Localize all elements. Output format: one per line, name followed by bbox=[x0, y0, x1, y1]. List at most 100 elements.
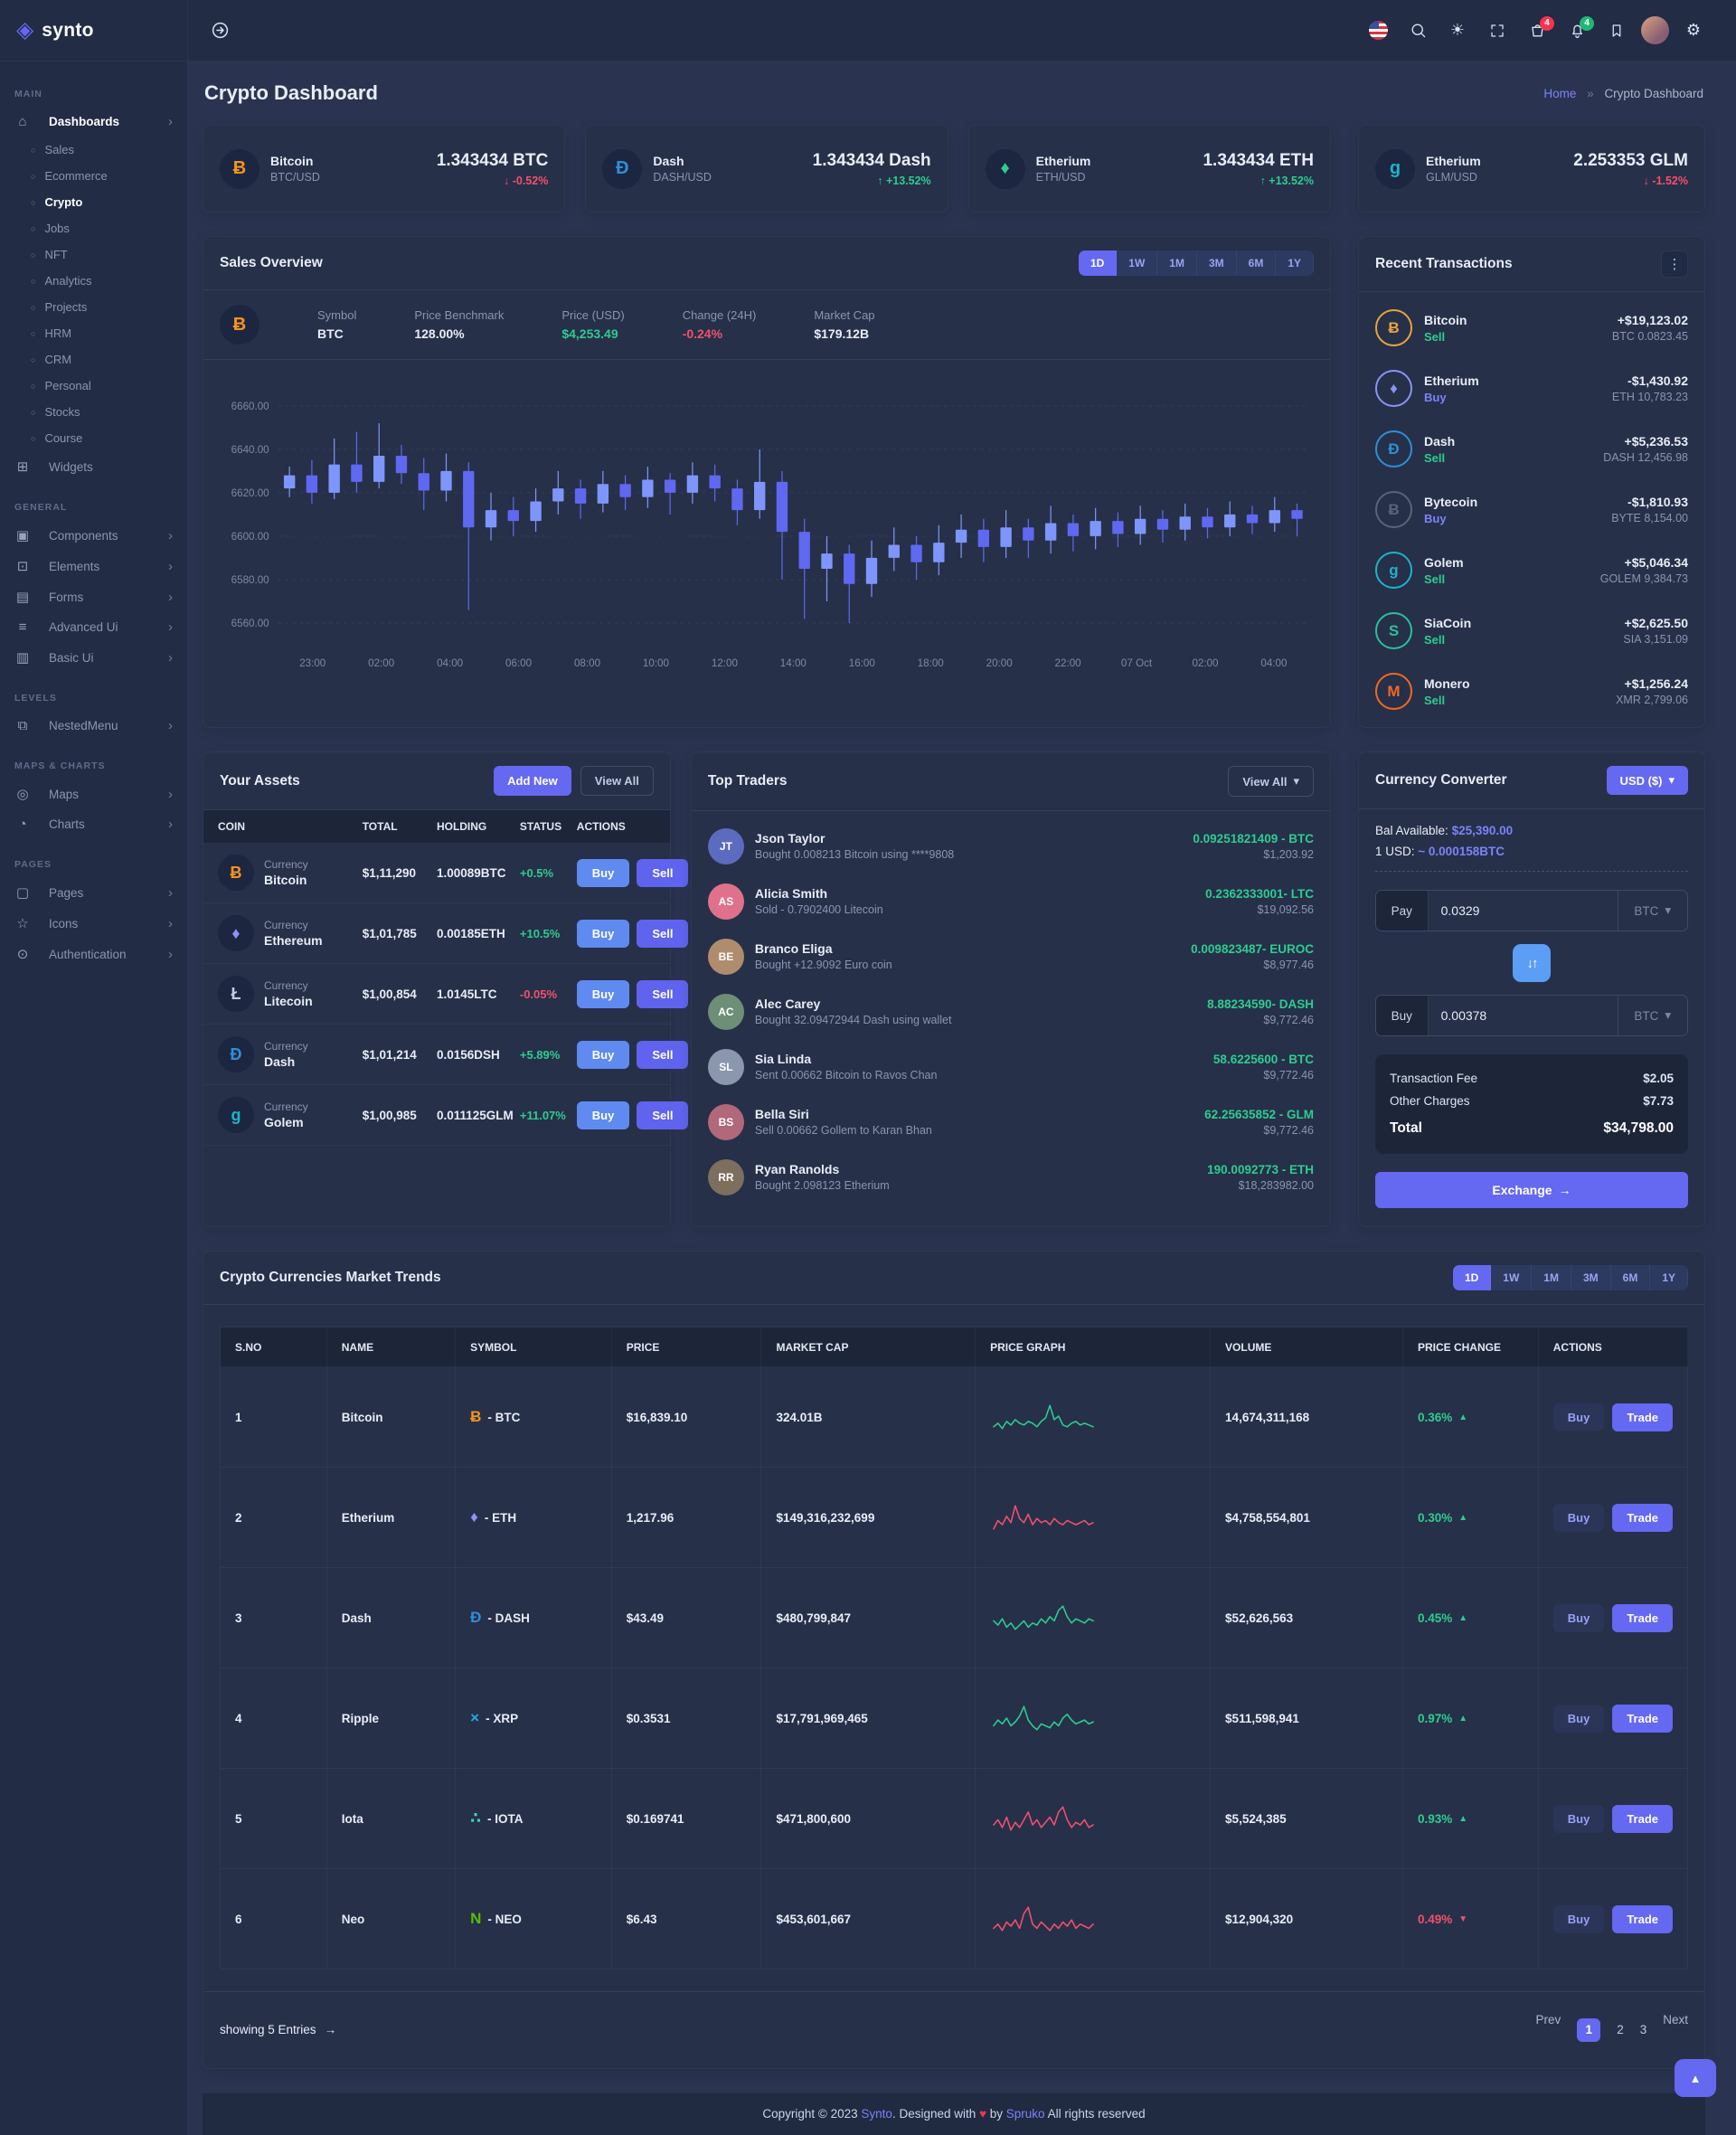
buy-button[interactable]: Buy bbox=[1552, 1603, 1605, 1632]
trade-button[interactable]: Trade bbox=[1612, 1403, 1673, 1431]
sidebar-item[interactable]: ◔ Charts › bbox=[0, 809, 187, 839]
buy-button[interactable]: Buy bbox=[1552, 1704, 1605, 1733]
brand-logo[interactable]: ◈ synto bbox=[0, 0, 187, 61]
sidebar-item[interactable]: ○ NFT bbox=[0, 241, 187, 268]
theme-toggle-sun-icon[interactable]: ☀ bbox=[1449, 21, 1466, 39]
sidebar-item[interactable]: MAPS & CHARTS bbox=[0, 753, 187, 779]
notifications-bell-icon[interactable]: 4 bbox=[1561, 15, 1594, 46]
fullscreen-icon[interactable] bbox=[1482, 15, 1513, 46]
transaction-row[interactable]: ♦ Etherium Buy -$1,430.92 ETH 10,783.23 bbox=[1359, 358, 1704, 419]
sidebar-item[interactable]: MAIN bbox=[0, 81, 187, 107]
transaction-row[interactable]: g Golem Sell +$5,046.34 GOLEM 9,384.73 bbox=[1359, 540, 1704, 600]
range-pill[interactable]: 1D bbox=[1452, 1265, 1492, 1290]
range-pill[interactable]: 1M bbox=[1532, 1265, 1571, 1290]
sidebar-item[interactable]: ○ CRM bbox=[0, 346, 187, 373]
ticker-card[interactable]: ♦ Etherium ETH/USD 1.343434 ETH ↑ +13.52… bbox=[967, 125, 1331, 213]
sell-button[interactable]: Sell bbox=[637, 858, 689, 887]
range-pill[interactable]: 6M bbox=[1237, 250, 1277, 276]
sidebar-item[interactable]: ▢ Pages › bbox=[0, 877, 187, 908]
settings-gear-icon[interactable]: ⚙ bbox=[1685, 21, 1702, 39]
sidebar-item[interactable]: ▣ Components › bbox=[0, 520, 187, 551]
transaction-row[interactable]: Ƀ Bytecoin Buy -$1,810.93 BYTE 8,154.00 bbox=[1359, 479, 1704, 540]
range-pill[interactable]: 3M bbox=[1197, 250, 1237, 276]
buy-button[interactable]: Buy bbox=[1552, 1904, 1605, 1933]
sidebar-item[interactable]: ○ Projects bbox=[0, 294, 187, 320]
sidebar-item[interactable]: ○ Stocks bbox=[0, 399, 187, 425]
sidebar-item[interactable]: PAGES bbox=[0, 852, 187, 877]
trader-row[interactable]: AS Alicia Smith Sold - 0.7902400 Litecoi… bbox=[692, 874, 1330, 929]
pagination-item[interactable]: 2 bbox=[1617, 2023, 1624, 2036]
view-all-button[interactable]: View All bbox=[580, 766, 654, 796]
bookmark-icon[interactable] bbox=[1601, 15, 1632, 46]
sidebar-item[interactable]: ▥ Basic Ui › bbox=[0, 642, 187, 673]
exchange-button[interactable]: Exchange → bbox=[1375, 1172, 1688, 1208]
range-pill[interactable]: 6M bbox=[1611, 1265, 1651, 1290]
buy-amount-input[interactable] bbox=[1428, 996, 1618, 1035]
trade-button[interactable]: Trade bbox=[1612, 1904, 1673, 1933]
user-avatar[interactable] bbox=[1641, 16, 1669, 44]
range-pill[interactable]: 1M bbox=[1157, 250, 1197, 276]
sell-button[interactable]: Sell bbox=[637, 1040, 689, 1069]
sidebar-item[interactable]: ○ Crypto bbox=[0, 189, 187, 215]
buy-button[interactable]: Buy bbox=[576, 979, 630, 1008]
sidebar-item[interactable]: ○ Jobs bbox=[0, 215, 187, 241]
currency-select-button[interactable]: USD ($) ▾ bbox=[1606, 766, 1688, 795]
sidebar-item[interactable]: ⊙ Authentication › bbox=[0, 939, 187, 969]
trader-row[interactable]: JT Json Taylor Bought 0.008213 Bitcoin u… bbox=[692, 818, 1330, 874]
footer-brand-link[interactable]: Synto bbox=[861, 2107, 892, 2121]
buy-currency-select[interactable]: BTC ▾ bbox=[1617, 996, 1687, 1035]
transaction-row[interactable]: S SiaCoin Sell +$2,625.50 SIA 3,151.09 bbox=[1359, 600, 1704, 661]
transaction-row[interactable]: M Monero Sell +$1,256.24 XMR 2,799.06 bbox=[1359, 661, 1704, 722]
breadcrumb-home-link[interactable]: Home bbox=[1543, 86, 1577, 100]
sidebar-item[interactable]: ○ Sales bbox=[0, 137, 187, 163]
search-icon[interactable] bbox=[1402, 15, 1433, 46]
range-pill[interactable]: 1Y bbox=[1650, 1265, 1688, 1290]
sidebar-item[interactable]: ≡ Advanced Ui › bbox=[0, 612, 187, 642]
sidebar-item[interactable]: ⊡ Elements › bbox=[0, 551, 187, 581]
swap-currencies-button[interactable]: ↓↑ bbox=[1513, 944, 1551, 982]
transaction-row[interactable]: Ƀ Bitcoin Sell +$19,123.02 BTC 0.0823.45 bbox=[1359, 298, 1704, 358]
sidebar-item[interactable]: ○ HRM bbox=[0, 320, 187, 346]
pay-currency-select[interactable]: BTC ▾ bbox=[1617, 891, 1687, 931]
view-all-dropdown[interactable]: View All ▾ bbox=[1228, 766, 1314, 797]
sidebar-item[interactable]: ☆ Icons › bbox=[0, 908, 187, 939]
panel-menu-icon[interactable]: ⋮ bbox=[1661, 250, 1688, 278]
ticker-card[interactable]: Đ Dash DASH/USD 1.343434 Dash ↑ +13.52% bbox=[585, 125, 948, 213]
sidebar-item[interactable]: ○ Personal bbox=[0, 373, 187, 399]
buy-button[interactable]: Buy bbox=[576, 1101, 630, 1129]
range-pill[interactable]: 1Y bbox=[1276, 250, 1314, 276]
sidebar-item[interactable]: ○ Ecommerce bbox=[0, 163, 187, 189]
sell-button[interactable]: Sell bbox=[637, 1101, 689, 1129]
trader-row[interactable]: SL Sia Linda Sent 0.00662 Bitcoin to Rav… bbox=[692, 1039, 1330, 1094]
pay-amount-input[interactable] bbox=[1428, 891, 1618, 931]
sidebar-item[interactable]: ⧉ NestedMenu › bbox=[0, 711, 187, 741]
sidebar-item[interactable]: ⊞ Widgets bbox=[0, 451, 187, 482]
add-new-button[interactable]: Add New bbox=[494, 766, 571, 796]
cart-icon[interactable]: 4 bbox=[1522, 15, 1554, 46]
sidebar-toggle-icon[interactable] bbox=[204, 15, 235, 46]
sidebar-item[interactable]: ▤ Forms › bbox=[0, 581, 187, 612]
trader-row[interactable]: BE Branco Eliga Bought +12.9092 Euro coi… bbox=[692, 929, 1330, 984]
trade-button[interactable]: Trade bbox=[1612, 1704, 1673, 1733]
range-pill[interactable]: 1W bbox=[1117, 250, 1158, 276]
trader-row[interactable]: RR Ryan Ranolds Bought 2.098123 Etherium… bbox=[692, 1149, 1330, 1204]
buy-button[interactable]: Buy bbox=[1552, 1804, 1605, 1833]
scroll-to-top-button[interactable]: ▲ bbox=[1675, 2059, 1716, 2097]
trader-row[interactable]: BS Bella Siri Sell 0.00662 Gollem to Kar… bbox=[692, 1094, 1330, 1149]
footer-designer-link[interactable]: Spruko bbox=[1005, 2107, 1045, 2121]
language-flag-icon[interactable] bbox=[1363, 15, 1393, 46]
sidebar-item[interactable]: GENERAL bbox=[0, 495, 187, 520]
pagination-item[interactable]: 3 bbox=[1639, 2023, 1647, 2036]
buy-button[interactable]: Buy bbox=[1552, 1503, 1605, 1532]
trade-button[interactable]: Trade bbox=[1612, 1503, 1673, 1532]
sidebar-item[interactable]: ○ Analytics bbox=[0, 268, 187, 294]
range-pill[interactable]: 1W bbox=[1491, 1265, 1533, 1290]
sidebar-item[interactable]: ◎ Maps › bbox=[0, 779, 187, 809]
buy-button[interactable]: Buy bbox=[576, 919, 630, 948]
buy-button[interactable]: Buy bbox=[576, 1040, 630, 1069]
sell-button[interactable]: Sell bbox=[637, 919, 689, 948]
trade-button[interactable]: Trade bbox=[1612, 1804, 1673, 1833]
range-pill[interactable]: 3M bbox=[1571, 1265, 1611, 1290]
sidebar-item[interactable]: LEVELS bbox=[0, 685, 187, 711]
sell-button[interactable]: Sell bbox=[637, 979, 689, 1008]
